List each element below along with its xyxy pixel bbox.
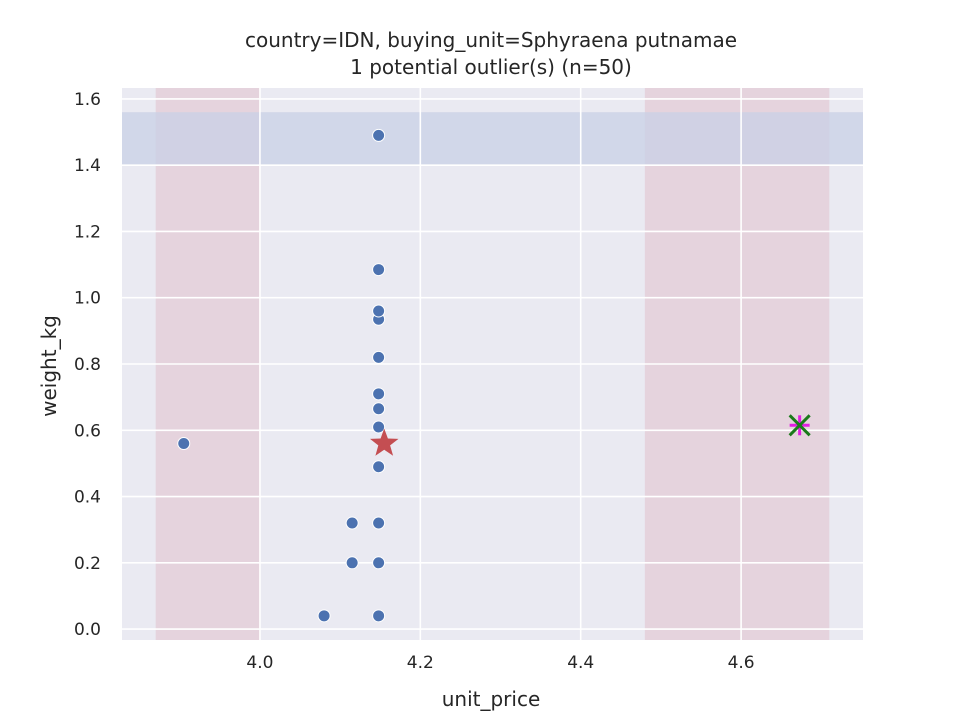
x-tick-label-1: 4.2 xyxy=(407,653,434,673)
data-point-11 xyxy=(372,350,386,364)
data-point-14 xyxy=(372,263,386,277)
special-markers xyxy=(370,414,811,456)
x-tick-label-2: 4.4 xyxy=(567,653,594,673)
data-point-5 xyxy=(372,556,386,570)
data-point-3 xyxy=(345,516,359,530)
data-point-4 xyxy=(372,609,386,623)
data-point-0 xyxy=(177,437,191,451)
y-tick-label-5: 1.0 xyxy=(74,289,101,309)
data-point-8 xyxy=(372,420,386,434)
data-point-13 xyxy=(372,304,386,318)
chart-title-line2: 1 potential outlier(s) (n=50) xyxy=(350,55,632,79)
y-tick-label-0: 0.0 xyxy=(74,620,101,640)
y-tick-label-4: 0.8 xyxy=(74,355,101,375)
y-tick-label-1: 0.2 xyxy=(74,554,101,574)
data-point-15 xyxy=(372,128,386,142)
grid-lines xyxy=(122,88,863,640)
x-tick-labels: 4.0 4.2 4.4 4.6 xyxy=(246,653,754,673)
y-axis-label: weight_kg xyxy=(37,315,61,417)
y-tick-label-7: 1.4 xyxy=(74,156,101,176)
data-points xyxy=(177,128,386,623)
data-point-6 xyxy=(372,516,386,530)
y-tick-label-3: 0.6 xyxy=(74,421,101,441)
data-point-7 xyxy=(372,460,386,474)
y-tick-label-8: 1.6 xyxy=(74,90,101,110)
x-tick-label-3: 4.6 xyxy=(728,653,755,673)
chart-title-line1: country=IDN, buying_unit=Sphyraena putna… xyxy=(245,28,737,52)
data-point-10 xyxy=(372,387,386,401)
x-axis-label: unit_price xyxy=(442,687,541,711)
data-point-9 xyxy=(372,402,386,416)
outlier-x-b xyxy=(788,414,811,437)
y-tick-label-2: 0.4 xyxy=(74,488,101,508)
data-point-1 xyxy=(317,609,331,623)
y-tick-label-6: 1.2 xyxy=(74,222,101,242)
data-point-2 xyxy=(345,556,359,570)
y-band-0 xyxy=(122,112,863,166)
outlier-marker xyxy=(788,414,811,437)
mean-star-marker xyxy=(370,428,399,456)
x-tick-label-0: 4.0 xyxy=(246,653,273,673)
y-tick-labels: 0.0 0.2 0.4 0.6 0.8 1.0 1.2 1.4 1.6 xyxy=(74,90,101,640)
